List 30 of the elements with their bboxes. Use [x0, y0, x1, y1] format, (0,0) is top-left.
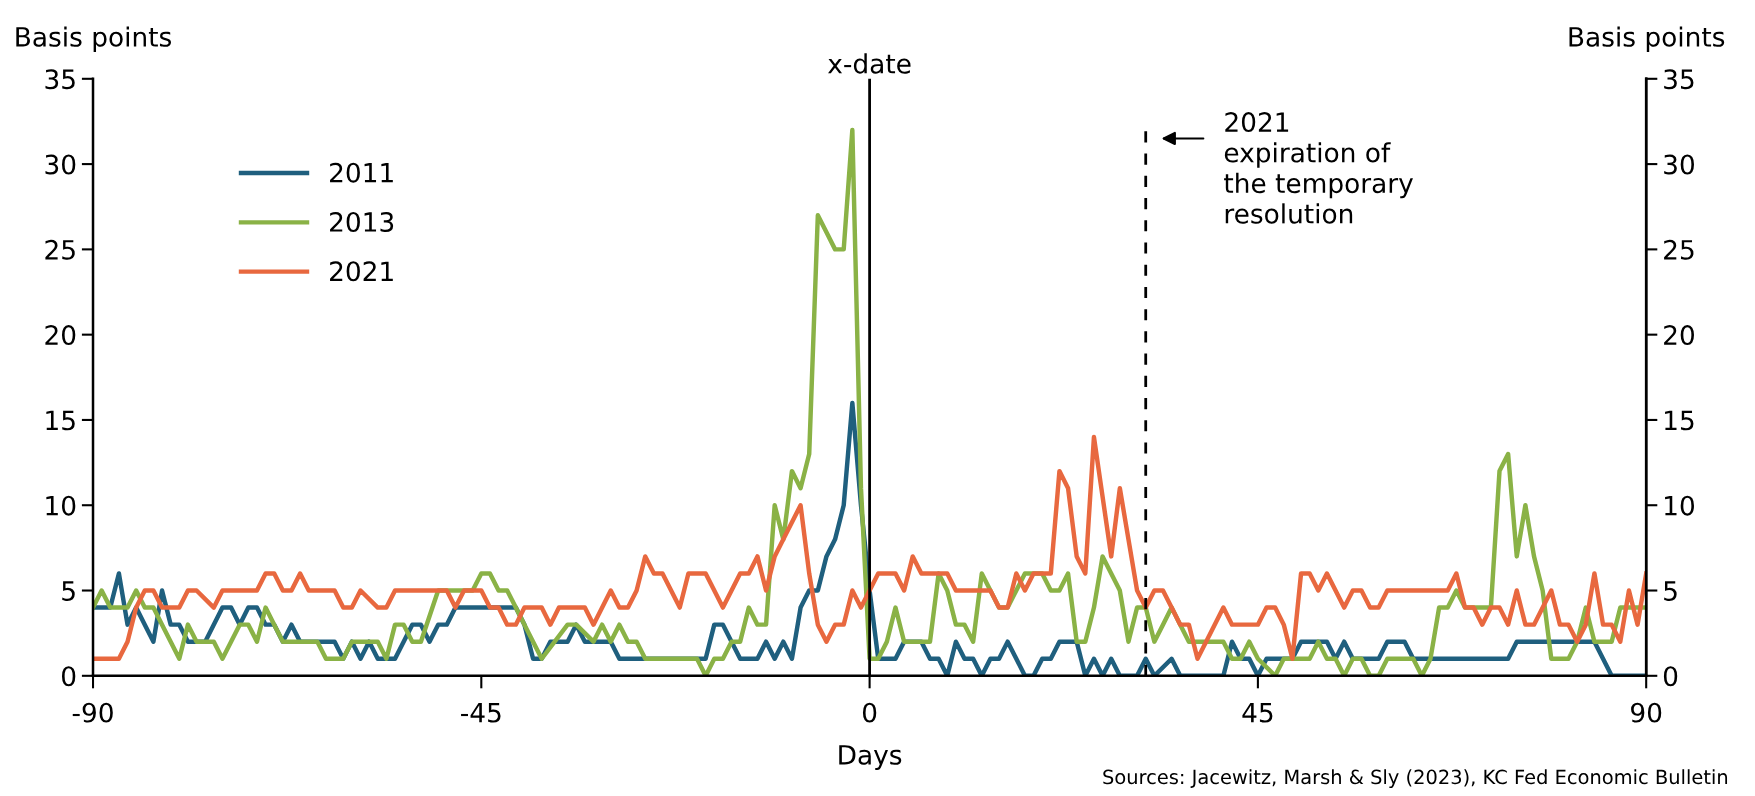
source-note: Sources: Jacewitz, Marsh & Sly (2023), KC Fed Economic Bulletin: [1103, 769, 1728, 789]
x-tick-label: 90: [1631, 702, 1662, 723]
legend-label: 2021: [330, 261, 393, 282]
y2-tick-label: 5: [1664, 581, 1677, 601]
y-tick-label: 25: [45, 239, 75, 260]
y2-tick-label: 35: [1664, 69, 1694, 90]
x-tick-label: 0: [862, 702, 877, 723]
y2-tick-label: 0: [1663, 666, 1678, 687]
x-axis-title: Days: [839, 745, 902, 770]
y-tick-label: 10: [46, 495, 76, 516]
y-tick-label: 0: [61, 666, 76, 687]
y-tick-label: 35: [45, 69, 75, 90]
y-tick-label: 20: [45, 325, 76, 346]
y-tick-label: 30: [45, 154, 76, 175]
y2-axis-title: Basis points: [1569, 26, 1725, 52]
y2-tick-label: 20: [1664, 325, 1694, 346]
legend-label: 2013: [330, 212, 394, 232]
ref-line-label: 2021 expiration of the temporary resolution: [1224, 112, 1413, 224]
y-tick-label: 15: [46, 410, 75, 431]
y2-tick-label: 10: [1665, 495, 1694, 516]
ref-line-label: x-date: [828, 53, 911, 74]
y-tick-label: 5: [62, 581, 75, 601]
x-tick-label: 45: [1242, 703, 1273, 723]
legend-label: 2011: [330, 162, 393, 183]
x-tick-label: -90: [72, 702, 113, 723]
x-tick-label: -45: [461, 703, 501, 723]
y2-tick-label: 15: [1665, 410, 1694, 431]
y-axis-title: Basis points: [16, 26, 171, 52]
y2-tick-label: 30: [1664, 154, 1694, 175]
y2-tick-label: 25: [1664, 239, 1694, 260]
